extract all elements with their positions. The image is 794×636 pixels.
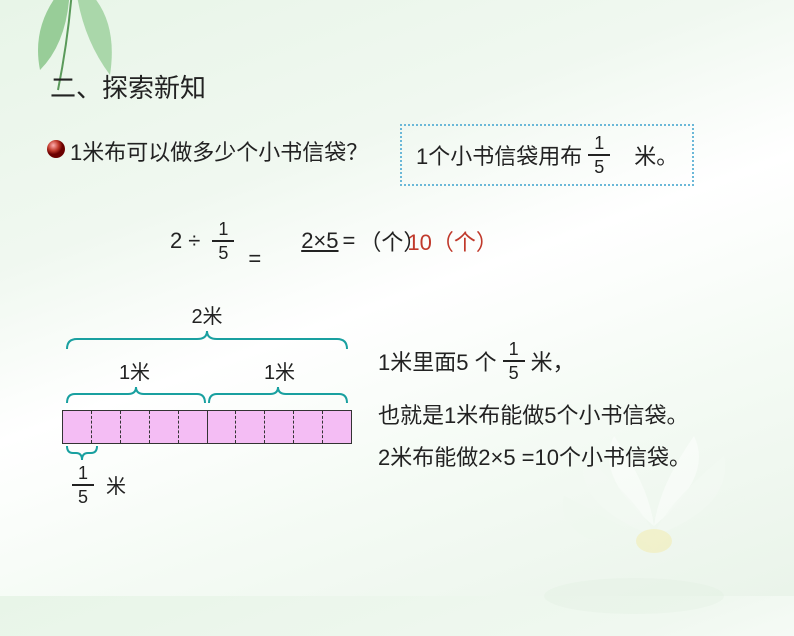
bar-cells — [62, 410, 352, 444]
cell — [150, 411, 179, 443]
cell — [63, 411, 92, 443]
cell — [294, 411, 323, 443]
bottom-brace — [62, 444, 122, 460]
info-suffix: 米。 — [634, 139, 678, 171]
cell — [121, 411, 150, 443]
info-fraction: 1 5 — [588, 134, 610, 176]
cell — [236, 411, 265, 443]
cell — [208, 411, 237, 443]
diagram-fraction: 1 5 — [72, 464, 94, 506]
cell — [265, 411, 294, 443]
cell — [92, 411, 121, 443]
explanation-line-3: 2米布能做2×5 =10个小书信袋。 — [378, 440, 691, 472]
eq-fraction: 1 5 — [212, 220, 234, 262]
bead-icon — [45, 138, 67, 160]
explanation-line-2: 也就是1米布能做5个小书信袋。 — [378, 398, 688, 430]
explanation-line-1: 1米里面5 个 1 5 米， — [378, 340, 575, 382]
bar-diagram: 2米 1米 1米 1 5 米 — [62, 300, 352, 506]
info-prefix: 1个小书信袋用布 — [416, 139, 582, 171]
half-braces — [62, 387, 352, 405]
answer-value: 10（个） — [407, 225, 497, 257]
cell — [323, 411, 352, 443]
expl-fraction: 1 5 — [503, 340, 525, 382]
top-brace — [62, 331, 352, 351]
section-title: 二、探索新知 — [50, 68, 206, 105]
equation: 2 ÷ 1 5 = 2×5 = （个） 10（个） — [170, 220, 498, 262]
cell — [179, 411, 208, 443]
question-text: 1米布可以做多少个小书信袋？ — [70, 135, 368, 167]
info-box: 1个小书信袋用布 1 5 米。 — [400, 124, 694, 186]
